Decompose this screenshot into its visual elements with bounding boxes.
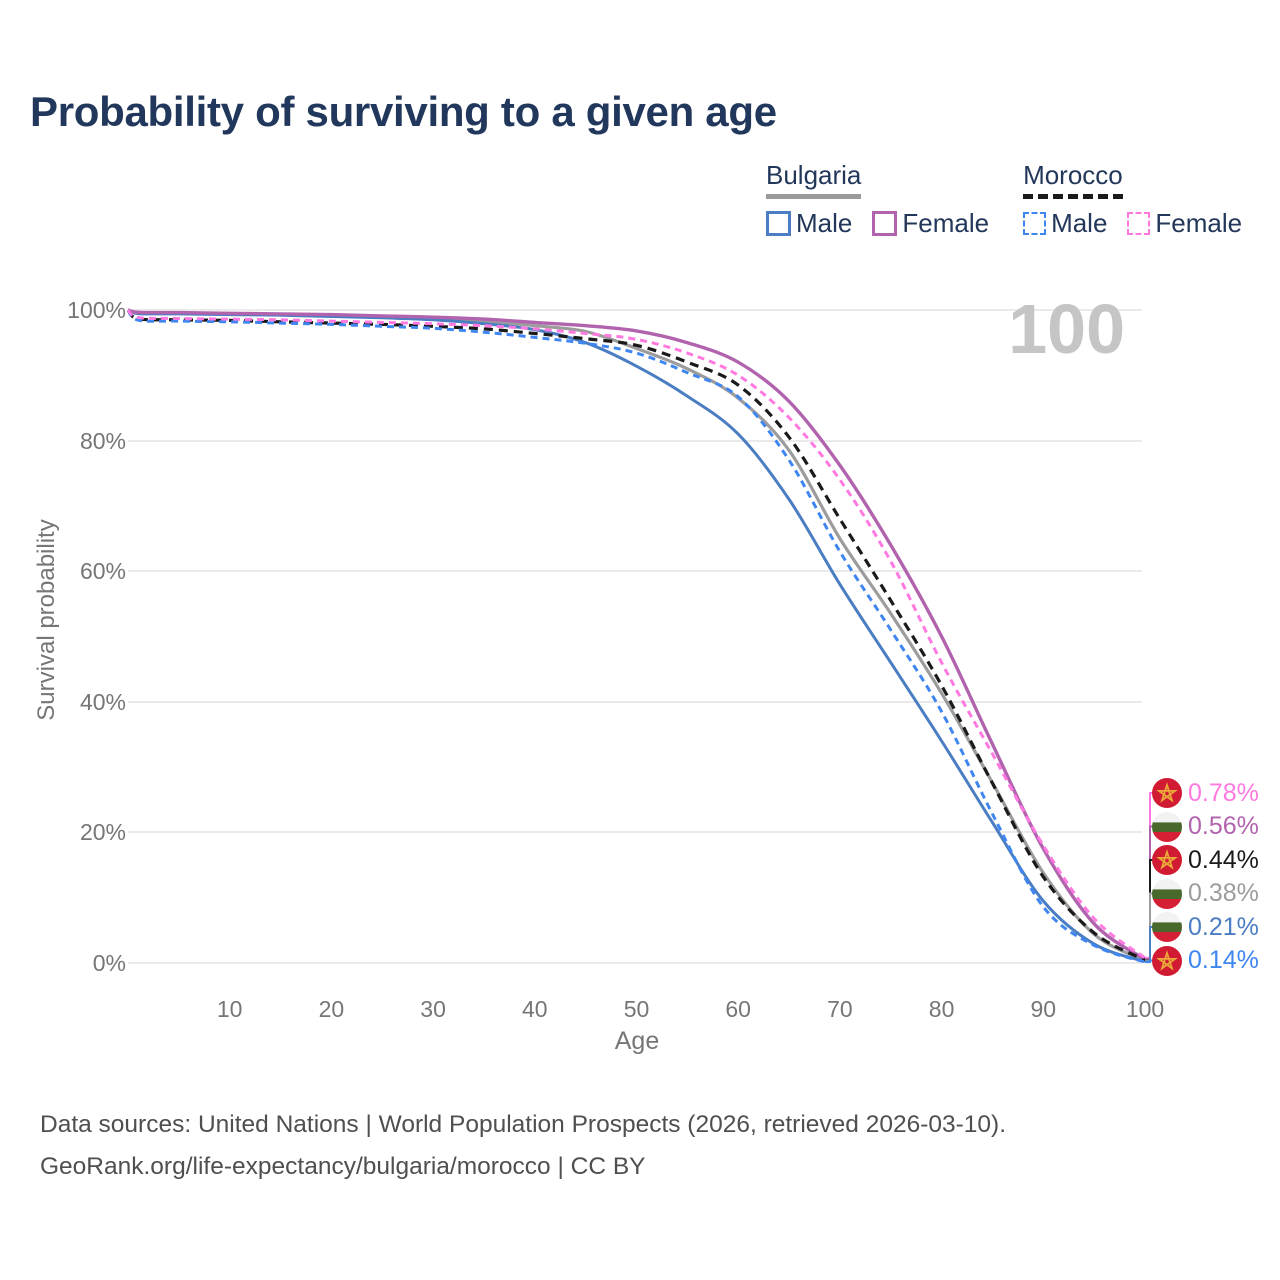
x-tick-100: 100 bbox=[1125, 996, 1165, 1022]
legend-swatch-bulgaria-male[interactable] bbox=[766, 211, 791, 236]
end-label-row-bulgaria-male: 0.21% bbox=[1152, 912, 1259, 942]
y-tick-80%: 80% bbox=[79, 427, 126, 454]
x-axis-title: Age bbox=[614, 1027, 660, 1055]
curve-bulgaria-female bbox=[127, 308, 1146, 961]
bulgaria-flag-icon bbox=[1152, 878, 1182, 909]
end-label-row-bulgaria: 0.38% bbox=[1152, 878, 1259, 909]
legend-swatch-morocco-male[interactable] bbox=[1023, 212, 1047, 235]
legend-label-morocco-male[interactable]: Male bbox=[1051, 208, 1108, 238]
gridline-60% bbox=[128, 570, 1142, 573]
end-label-row-morocco-female: 0.78% bbox=[1152, 778, 1259, 808]
curve-bulgaria-male bbox=[127, 308, 1146, 964]
gridline-40% bbox=[128, 700, 1142, 703]
end-value-label: 0.44% bbox=[1188, 845, 1259, 874]
footer-data-sources: Data sources: United Nations | World Pop… bbox=[40, 1111, 1007, 1138]
x-tick-90: 90 bbox=[1030, 996, 1057, 1022]
legend-item-bulgaria-female[interactable]: Female bbox=[872, 208, 989, 239]
y-tick-0%: 0% bbox=[92, 950, 126, 976]
legend-items-bulgaria: Male Female bbox=[766, 208, 989, 239]
x-tick-10: 10 bbox=[216, 996, 243, 1022]
x-tick-60: 60 bbox=[725, 996, 751, 1022]
end-label-row-morocco-male: 0.14% bbox=[1152, 945, 1259, 976]
end-value-label: 0.78% bbox=[1188, 778, 1259, 807]
gridline-20% bbox=[128, 831, 1142, 834]
end-value-label: 0.56% bbox=[1188, 812, 1259, 840]
gridline-80% bbox=[128, 439, 1142, 442]
legend-label-bulgaria-female[interactable]: Female bbox=[902, 208, 990, 238]
end-label-row-bulgaria-female: 0.56% bbox=[1152, 811, 1259, 842]
x-tick-50: 50 bbox=[623, 996, 650, 1022]
end-value-label: 0.21% bbox=[1188, 912, 1259, 941]
bulgaria-flag-icon bbox=[1152, 912, 1182, 942]
legend-items-morocco: Male Female bbox=[1023, 208, 1242, 239]
legend-group-morocco: Morocco Male Female bbox=[1023, 160, 1242, 239]
footer-url: GeoRank.org/life-expectancy/bulgaria/mor… bbox=[40, 1152, 646, 1180]
x-tick-40: 40 bbox=[522, 996, 548, 1022]
curve-morocco-all bbox=[126, 308, 1146, 962]
legend-swatch-bulgaria-female[interactable] bbox=[872, 211, 898, 236]
footer: Data sources: United Nations | World Pop… bbox=[40, 1104, 1006, 1187]
legend-item-bulgaria-male[interactable]: Male bbox=[766, 208, 852, 239]
y-tick-40%: 40% bbox=[79, 688, 126, 715]
morocco-flag-icon bbox=[1152, 945, 1182, 976]
x-tick-20: 20 bbox=[318, 996, 345, 1022]
y-tick-60%: 60% bbox=[79, 558, 126, 585]
legend: Bulgaria Male Female Morocco Male bbox=[766, 160, 1242, 239]
legend-label-morocco-female[interactable]: Female bbox=[1155, 208, 1243, 238]
gridline-0% bbox=[128, 962, 1142, 964]
legend-item-morocco-female[interactable]: Female bbox=[1127, 208, 1242, 239]
end-value-label: 0.14% bbox=[1188, 946, 1259, 974]
end-label-row-morocco: 0.44% bbox=[1152, 845, 1259, 875]
morocco-flag-icon bbox=[1152, 778, 1182, 808]
morocco-flag-icon bbox=[1152, 845, 1182, 875]
legend-swatch-morocco-female[interactable] bbox=[1127, 212, 1151, 235]
x-tick-30: 30 bbox=[420, 996, 446, 1022]
y-tick-100%: 100% bbox=[67, 297, 126, 323]
watermark-age-100: 100 bbox=[1008, 290, 1125, 368]
x-tick-70: 70 bbox=[827, 996, 853, 1022]
legend-country-morocco[interactable]: Morocco bbox=[1023, 160, 1123, 199]
curve-morocco-female bbox=[126, 308, 1146, 960]
legend-country-bulgaria[interactable]: Bulgaria bbox=[766, 160, 862, 199]
bulgaria-flag-icon bbox=[1152, 811, 1182, 842]
legend-item-morocco-male[interactable]: Male bbox=[1023, 208, 1107, 239]
legend-label-bulgaria-male[interactable]: Male bbox=[796, 208, 853, 238]
x-tick-80: 80 bbox=[928, 996, 955, 1022]
end-value-label: 0.38% bbox=[1188, 879, 1259, 907]
curve-bulgaria-all bbox=[127, 308, 1146, 962]
page-title: Probability of surviving to a given age bbox=[30, 88, 777, 135]
legend-group-bulgaria: Bulgaria Male Female bbox=[766, 160, 989, 239]
y-tick-20%: 20% bbox=[79, 819, 126, 846]
curve-morocco-male bbox=[126, 308, 1146, 964]
